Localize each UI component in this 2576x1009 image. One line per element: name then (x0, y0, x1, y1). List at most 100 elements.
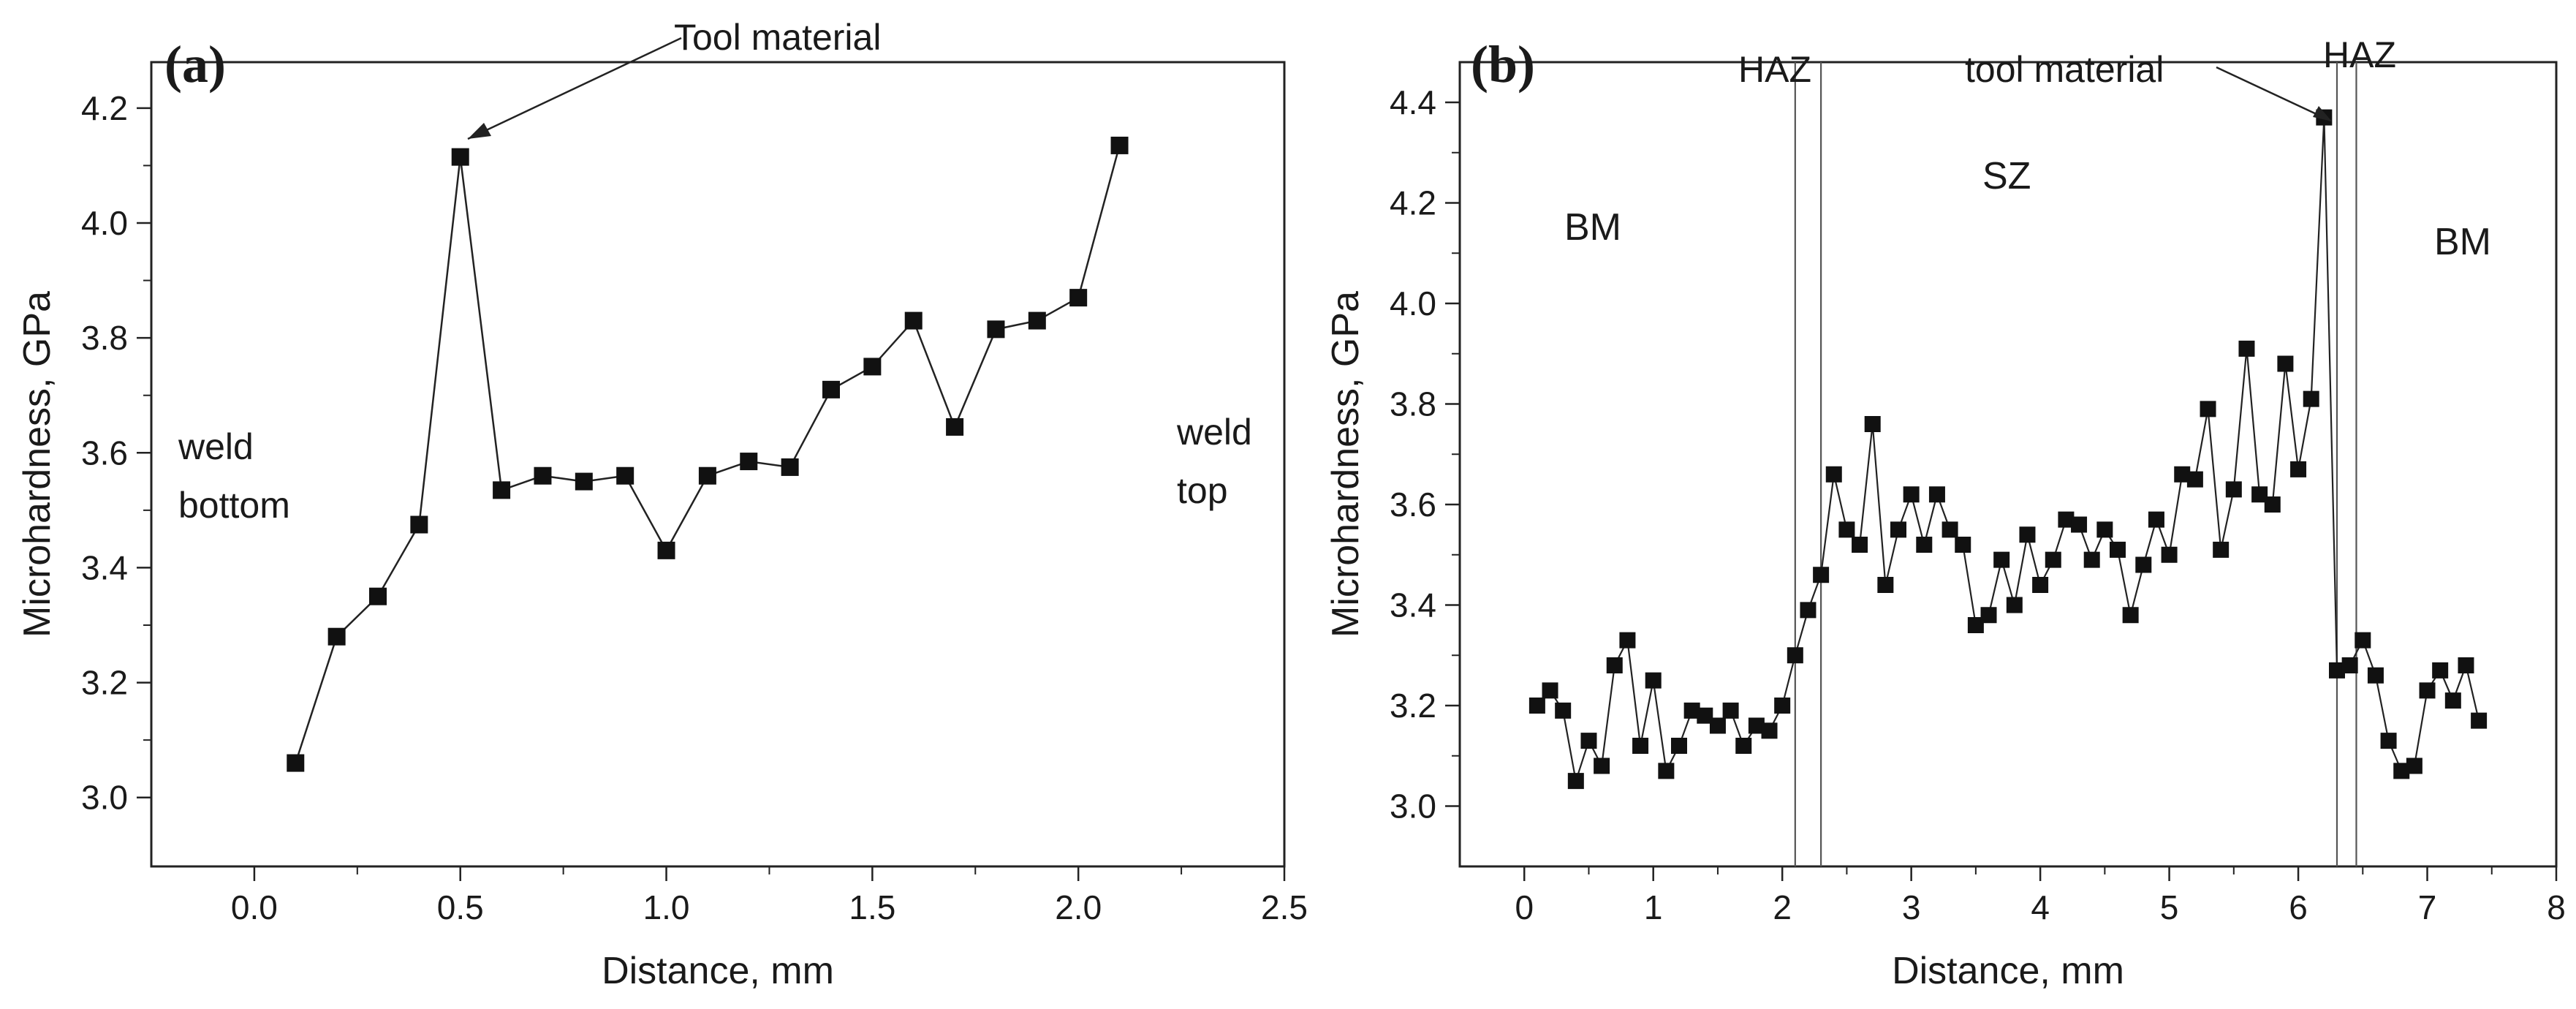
panel-a-y-tick-label: 3.0 (81, 779, 128, 817)
panel-b-data-point (2122, 607, 2139, 624)
panel-a-y-tick-label: 3.4 (81, 548, 128, 586)
panel-b-zone-bm-right: BM (2434, 221, 2491, 263)
panel-a-data-point (369, 587, 387, 605)
panel-a-data-point (1069, 289, 1088, 307)
panel-b-data-point (1877, 577, 1894, 593)
panel-b-data-point (2200, 401, 2216, 417)
panel-b-data-point (2432, 662, 2449, 679)
panel-b-y-axis-label: Microhardness, GPa (1325, 291, 1367, 638)
panel-a-x-tick-label: 2.0 (1055, 888, 1102, 926)
panel-b-data-point (1967, 617, 1984, 633)
panel-a-x-tick-label: 1.0 (643, 888, 690, 926)
panel-b-data-point (2186, 471, 2203, 488)
panel-a-series-line (295, 145, 1121, 763)
panel-b-data-point (1709, 717, 1726, 734)
panel-a-data-point (822, 380, 840, 398)
panel-b-data-point (1993, 551, 2010, 568)
panel-b-data-point (2225, 481, 2242, 498)
panel-b-y-tick-label: 4.0 (1390, 284, 1436, 322)
panel-b-data-point (2045, 551, 2061, 568)
panel-a-data-point (946, 417, 964, 436)
panel-b-data-point (2110, 541, 2126, 558)
panel-b-data-point (1542, 682, 1558, 699)
panel-a-data-points (287, 136, 1129, 772)
panel-b-zone-boundaries (1794, 62, 2357, 866)
panel-a-data-point (327, 627, 346, 646)
panel-b-data-point (2367, 667, 2384, 684)
panel-a-y-ticks: 3.0 3.2 3.4 3.6 3.8 4.0 4.2 (81, 89, 151, 817)
panel-b-x-tick-label: 7 (2418, 888, 2437, 926)
panel-b-data-point (2135, 556, 2152, 573)
panel-b-y-tick-label: 3.0 (1390, 787, 1436, 825)
panel-b-label: (b) (1471, 35, 1535, 94)
panel-a-data-point (657, 541, 675, 559)
panel-b-data-point (1838, 521, 1855, 538)
panel-b-data-point (1528, 698, 1545, 714)
panel-a-data-point (987, 320, 1005, 339)
panel-a-annotation-tool-material: Tool material (674, 17, 881, 58)
panel-b-data-point (1580, 733, 1597, 749)
panel-a-annotation-weld-right: weld (1176, 412, 1252, 453)
panel-b-data-point (1787, 647, 1803, 664)
panel-b-x-ticks: 0 1 2 3 4 5 6 7 8 (1515, 866, 2566, 926)
panel-a-annotation-bottom: bottom (178, 485, 290, 526)
panel-b-data-point (2071, 516, 2088, 533)
panel-b-data-point (2264, 496, 2281, 513)
panel-b-data-point (2380, 733, 2397, 749)
panel-b-data-point (2419, 682, 2436, 699)
panel-b-data-point (2393, 763, 2410, 779)
panel-b-zone-bm-left: BM (1564, 206, 1621, 249)
panel-b-data-point (1916, 537, 1933, 553)
panel-b-data-point (1683, 702, 1700, 719)
panel-b-data-point (2290, 461, 2307, 477)
panel-a-data-point (451, 148, 469, 166)
panel-b-data-point (1567, 773, 1584, 790)
panel-a-data-point (1110, 136, 1129, 154)
panel-b-data-point (2083, 551, 2100, 568)
panel-b-data-point (1697, 707, 1713, 724)
panel-a-y-tick-label: 4.0 (81, 204, 128, 242)
panel-b-data-point (1619, 632, 1636, 649)
panel-b-data-point (1800, 602, 1817, 619)
panel-b-data-point (1632, 738, 1649, 754)
panel-b-data-point (1813, 567, 1830, 583)
panel-b-data-point (2458, 657, 2474, 673)
panel-b-haz-label-right: HAZ (2323, 34, 2396, 75)
panel-b-y-tick-label: 3.6 (1390, 485, 1436, 524)
panel-b-data-point (1761, 722, 1778, 739)
panel-a-x-tick-label: 2.5 (1261, 888, 1308, 926)
panel-b-data-point (2006, 597, 2023, 613)
panel-b-data-point (2341, 657, 2358, 673)
panel-b-data-point (1928, 486, 1945, 503)
panel-a-data-point (575, 472, 593, 491)
panel-b-annotation-arrowhead (2313, 106, 2332, 121)
panel-b-data-point (1903, 486, 1920, 503)
panel-b-data-point (1864, 416, 1881, 432)
panel-b-y-tick-label: 3.4 (1390, 586, 1436, 624)
panel-a-y-axis-label: Microhardness, GPa (16, 291, 58, 638)
panel-b-y-tick-label: 4.4 (1390, 83, 1436, 121)
panel-a-annotation-arrow (467, 37, 682, 140)
panel-b-y-tick-label: 3.2 (1390, 687, 1436, 725)
panel-b-data-point (2329, 662, 2345, 679)
panel-a-y-tick-label: 3.8 (81, 319, 128, 357)
panel-a-y-tick-label: 3.6 (81, 434, 128, 472)
panel-b-data-point (1890, 521, 1906, 538)
panel-a-annotation-weld: weld (178, 426, 254, 467)
panel-b-plot-frame (1458, 61, 2558, 868)
panel-b-data-point (2019, 526, 2036, 543)
panel-b-x-tick-label: 3 (1902, 888, 1921, 926)
panel-b-data-point (1606, 657, 1623, 673)
panel-b-data-point (2174, 466, 2191, 483)
panel-a-x-ticks: 0.0 0.5 1.0 1.5 2.0 2.5 (231, 866, 1308, 926)
panel-b-data-point (2277, 355, 2294, 372)
panel-a-label: (a) (164, 35, 226, 94)
panel-a-x-tick-label: 0.0 (231, 888, 278, 926)
panel-a: 0.0 0.5 1.0 1.5 2.0 2.5 3.0 3.2 3.4 3.6 3.8 4.0 4.2… (16, 17, 1308, 992)
panel-b-x-tick-label: 6 (2289, 888, 2308, 926)
panel-b-data-point (1735, 738, 1752, 754)
panel-a-x-axis-label: Distance, mm (602, 950, 834, 992)
panel-b-data-point (2161, 546, 2178, 563)
panel-b-data-point (1594, 757, 1610, 774)
